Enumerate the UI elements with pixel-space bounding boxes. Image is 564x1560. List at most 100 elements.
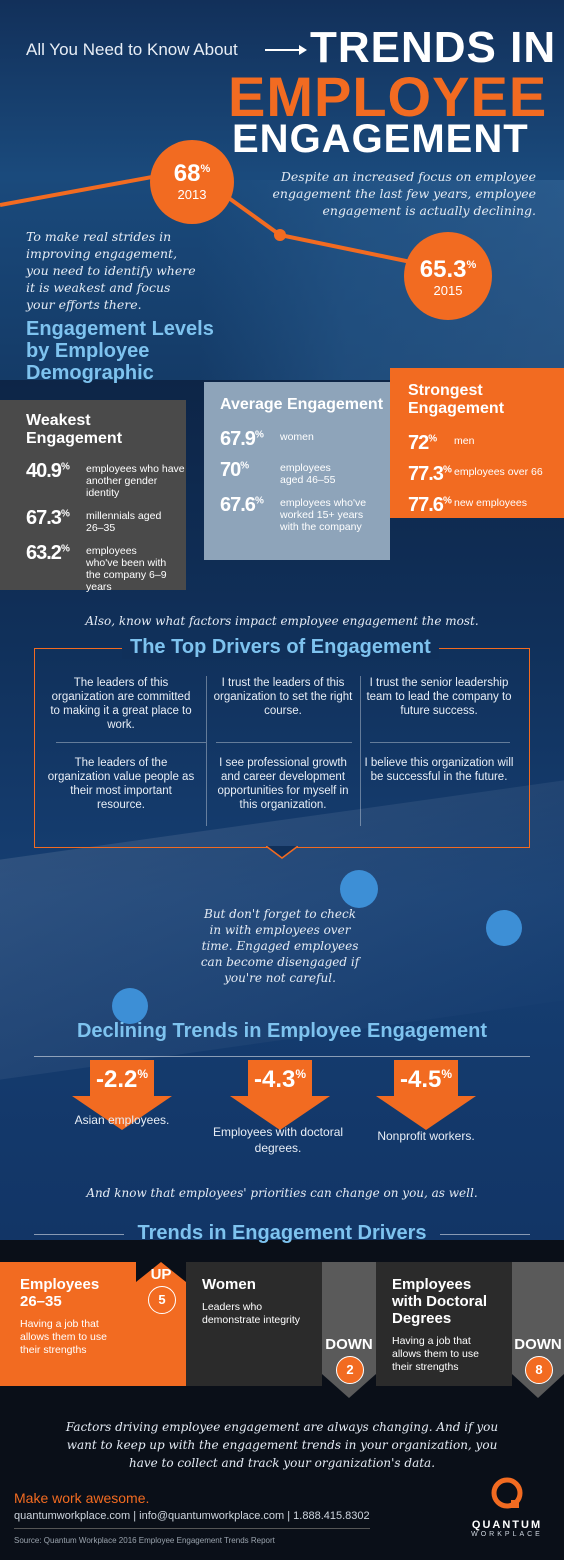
driver-item: I trust the leaders of this organization… <box>213 677 353 717</box>
stat-value: 40.9 <box>26 460 62 482</box>
strongest-stat: 77.3% employees over 66 <box>408 463 564 486</box>
average-stat: 70% employees aged 46–55 <box>220 459 390 486</box>
strides-intro-text: To make real strides in improving engage… <box>26 229 196 312</box>
stat-label: employees aged 46–55 <box>280 462 336 486</box>
decline-label: Employees with doctoral degrees. <box>212 1125 344 1155</box>
header-arrow-icon <box>265 45 307 55</box>
weakest-engagement-panel: Weakest Engagement 40.9% employees who ha… <box>0 400 186 593</box>
title-line-3: ENGAGEMENT <box>232 117 529 161</box>
stat-value: 67.3 <box>26 507 62 529</box>
stat-label: new employees <box>454 497 527 509</box>
decline-label: Asian employees. <box>74 1113 170 1127</box>
stat-unit: % <box>442 495 452 507</box>
contact-info[interactable]: quantumworkplace.com | info@quantumworkp… <box>14 1510 370 1522</box>
logo-line-1: QUANTUM <box>471 1519 543 1531</box>
decline-value: -4.3 <box>253 1066 296 1093</box>
title-line-2: EMPLOYEE <box>228 65 548 128</box>
drivers-divider <box>370 742 510 743</box>
trends-rule <box>440 1234 530 1235</box>
source-note: Source: Quantum Workplace 2016 Employee … <box>14 1536 275 1545</box>
trend-card-title: Employees with Doctoral Degrees <box>392 1276 488 1327</box>
stat-2015-value: 65.3 <box>419 256 467 283</box>
levels-title-line-3: Demographic <box>26 362 154 384</box>
drivers-divider <box>56 742 206 743</box>
stat-2015-unit: % <box>466 259 477 271</box>
title-line-1: TRENDS IN <box>310 23 557 72</box>
priorities-text: And know that employees' priorities can … <box>86 1186 478 1200</box>
trend-rank: 8 <box>525 1356 553 1384</box>
trend-rank: 2 <box>336 1356 364 1384</box>
drivers-pointer-icon <box>266 846 298 859</box>
strongest-engagement-panel: Strongest Engagement 72% men 77.3% employe… <box>390 368 564 518</box>
decor-dot <box>340 870 378 908</box>
drivers-divider <box>360 676 361 826</box>
average-stat: 67.6% employees who've worked 15+ years w… <box>220 494 390 533</box>
driver-item: The leaders of the organization value pe… <box>47 757 195 811</box>
decline-arrow: -4.5% <box>376 1060 476 1132</box>
stat-2013-badge: 68% 2013 <box>150 140 234 224</box>
stat-value: 63.2 <box>26 542 62 564</box>
strongest-stat: 72% men <box>408 432 564 455</box>
logo-line-2: WORKPLACE <box>471 1531 543 1538</box>
trends-title: Trends in Engagement Drivers <box>137 1222 427 1244</box>
stat-label: millennials aged 26–35 <box>86 510 162 534</box>
driver-item: I see professional growth and career dev… <box>217 757 349 811</box>
down-arrow-icon <box>72 1060 172 1130</box>
stat-2013-unit: % <box>200 163 211 175</box>
weakest-stat: 63.2% employees who've been with the comp… <box>26 542 186 593</box>
trend-direction: UP <box>150 1266 172 1283</box>
stat-2013-value: 68 <box>173 160 201 187</box>
trend-direction: DOWN <box>325 1336 373 1353</box>
trend-card-1: Employees 26–35 Having a job that allows… <box>0 1262 136 1386</box>
trend-card-text: Having a job that allows them to use the… <box>20 1318 107 1356</box>
weakest-stat: 67.3% millennials aged 26–35 <box>26 507 186 534</box>
stat-2015-year: 2015 <box>433 283 463 298</box>
hero-photo-overlay <box>200 180 564 380</box>
stat-unit: % <box>254 495 264 507</box>
trend-card-3: Employees with Doctoral Degrees Having a… <box>376 1262 512 1386</box>
stat-unit: % <box>240 460 249 472</box>
stat-value: 67.9 <box>220 428 256 450</box>
decline-value: -2.2 <box>95 1066 138 1093</box>
stat-2013-year: 2013 <box>177 187 207 202</box>
closing-text: Factors driving employee engagement are … <box>65 1420 499 1470</box>
stat-label: employees who have another gender identi… <box>86 463 185 499</box>
stat-value: 67.6 <box>220 494 256 516</box>
average-stat: 67.9% women <box>220 428 390 451</box>
stat-unit: % <box>60 461 70 473</box>
strongest-stat: 77.6% new employees <box>408 494 564 517</box>
declining-rule <box>34 1056 530 1057</box>
decor-dot <box>486 910 522 946</box>
quantum-workplace-logo: QUANTUM WORKPLACE <box>462 1476 552 1538</box>
stat-label: women <box>280 431 314 443</box>
decline-unit: % <box>295 1067 307 1081</box>
weakest-title: Weakest Engagement <box>26 412 123 447</box>
trend-card-text: Leaders who demonstrate integrity <box>202 1301 301 1326</box>
decline-unit: % <box>137 1067 149 1081</box>
decline-label: Nonprofit workers. <box>377 1129 475 1143</box>
trend-card-title: Employees 26–35 <box>20 1276 100 1310</box>
trend-rank: 5 <box>148 1286 176 1314</box>
trends-rule <box>34 1234 124 1235</box>
header-intro: All You Need to Know About <box>26 40 238 59</box>
stat-value: 77.6 <box>408 494 444 516</box>
stat-label: employees over 66 <box>454 466 543 478</box>
stat-unit: % <box>442 464 452 476</box>
average-title: Average Engagement <box>220 396 384 413</box>
drivers-divider <box>216 742 352 743</box>
drivers-title: The Top Drivers of Engagement <box>122 636 439 659</box>
down-arrow-icon <box>376 1060 476 1130</box>
stat-label: employees who've worked 15+ years with t… <box>280 497 367 533</box>
weakest-stat: 40.9% employees who have another gender i… <box>26 460 186 499</box>
driver-item: I believe this organization will be succ… <box>364 757 514 783</box>
driver-item: The leaders of this organization are com… <box>50 677 192 731</box>
decline-arrow: -2.2% <box>72 1060 172 1132</box>
stat-2015-badge: 65.3% 2015 <box>404 232 492 320</box>
checkin-text: But don't forget to check in with employ… <box>200 907 360 985</box>
stat-value: 70 <box>220 459 241 481</box>
drivers-divider <box>206 676 207 826</box>
stat-label: men <box>454 435 475 447</box>
decline-trend-line <box>0 167 441 270</box>
engagement-levels-title: Engagement Levels by Employee Demographi… <box>26 318 214 384</box>
stat-unit: % <box>254 429 264 441</box>
